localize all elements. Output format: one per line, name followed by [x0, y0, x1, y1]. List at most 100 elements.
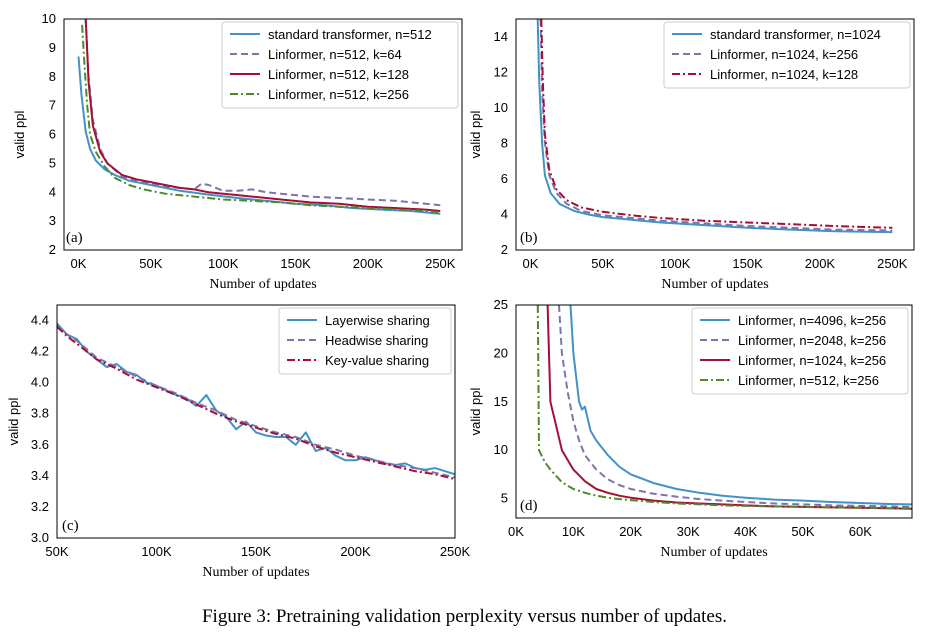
chart-panel-c: 50K 100K 150K 200K 250K 3.0 3.2 3.4 3.6 3.8 4.0 4.2… — [6, 304, 471, 580]
legend-entry: Linformer, n=512, k=128 — [268, 67, 409, 82]
y-tick-label: 6 — [501, 171, 508, 186]
plot-frame — [56, 304, 456, 539]
y-tick-label: 3.4 — [31, 468, 49, 483]
series-line-3 — [84, 19, 441, 212]
legend-entry: Linformer, n=2048, k=256 — [738, 333, 886, 348]
plot-frame — [63, 18, 463, 251]
chart-panel-a: 0K 50K 100K 150K 200K 250K 2 3 4 5 6 7 8 9 10 Number of… — [12, 11, 463, 292]
y-tick-label: 4 — [49, 184, 56, 199]
x-tick-label: 250K — [425, 256, 456, 271]
x-tick-label: 50K — [791, 524, 814, 539]
legend-box — [278, 307, 452, 375]
y-tick-label: 4.0 — [31, 375, 49, 390]
y-tick-label: 8 — [49, 69, 56, 84]
legend-entry: standard transformer, n=1024 — [710, 27, 881, 42]
x-tick-label: 50K — [591, 256, 614, 271]
x-tick-label: 150K — [241, 544, 272, 559]
y-tick-label: 3.8 — [31, 406, 49, 421]
y-tick-label: 3 — [49, 213, 56, 228]
legend-entry: Headwise sharing — [325, 333, 428, 348]
legend-entry: Linformer, n=512, k=256 — [268, 87, 409, 102]
y-axis-label: valid ppl — [468, 388, 483, 436]
x-tick-label: 250K — [877, 256, 908, 271]
x-tick-label: 60K — [849, 524, 872, 539]
plot-frame — [515, 18, 915, 251]
legend-entry: Linformer, n=4096, k=256 — [738, 313, 886, 328]
y-tick-label: 3.6 — [31, 437, 49, 452]
x-axis-label: Number of updates — [209, 277, 316, 292]
y-tick-label: 2 — [501, 242, 508, 257]
y-tick-label: 3.2 — [31, 499, 49, 514]
x-tick-label: 30K — [677, 524, 700, 539]
x-tick-label: 250K — [440, 544, 471, 559]
chart-panel-b: 0K 50K 100K 150K 200K 250K 2 4 6 8 10 12 14 Number of… — [468, 18, 915, 292]
series-line-4 — [536, 305, 912, 510]
y-axis-label: valid ppl — [12, 111, 27, 159]
panel-tag: (d) — [520, 498, 538, 514]
legend-box — [691, 307, 909, 395]
y-axis-label: valid ppl — [468, 111, 483, 159]
legend-entry: Layerwise sharing — [325, 313, 430, 328]
x-axis-label: Number of updates — [202, 565, 309, 580]
legend: Layerwise sharing Headwise sharing Key-val… — [278, 307, 452, 375]
y-tick-label: 20 — [494, 345, 508, 360]
x-tick-label: 0K — [523, 256, 539, 271]
legend-entry: standard transformer, n=512 — [268, 27, 432, 42]
y-tick-label: 5 — [501, 491, 508, 506]
x-tick-label: 200K — [805, 256, 836, 271]
legend-entry: Linformer, n=512, k=256 — [738, 373, 879, 388]
y-tick-label: 9 — [49, 40, 56, 55]
y-tick-label: 3.0 — [31, 530, 49, 545]
x-tick-label: 20K — [619, 524, 642, 539]
legend: Linformer, n=4096, k=256 Linformer, n=204… — [691, 307, 909, 395]
x-axis-label: Number of updates — [661, 277, 768, 292]
legend: standard transformer, n=1024 Linformer, n… — [663, 21, 911, 89]
y-axis-label: valid ppl — [6, 398, 21, 446]
x-tick-label: 150K — [732, 256, 763, 271]
x-tick-label: 100K — [660, 256, 691, 271]
panel-tag: (c) — [62, 518, 79, 534]
x-tick-label: 100K — [208, 256, 239, 271]
plot-frame — [515, 304, 913, 519]
legend-entry: Linformer, n=1024, k=256 — [738, 353, 886, 368]
legend: standard transformer, n=512 Linformer, n=… — [221, 21, 459, 109]
series-line-2 — [558, 305, 912, 508]
y-tick-label: 10 — [42, 11, 56, 26]
series-line-4 — [81, 24, 441, 214]
x-tick-label: 40K — [734, 524, 757, 539]
x-tick-label: 50K — [45, 544, 68, 559]
legend-box — [663, 21, 911, 89]
legend-entry: Linformer, n=1024, k=128 — [710, 67, 858, 82]
y-tick-label: 10 — [494, 100, 508, 115]
x-tick-label: 150K — [280, 256, 311, 271]
series-line-2 — [57, 324, 455, 479]
x-tick-label: 0K — [71, 256, 87, 271]
series-line-3 — [540, 19, 893, 229]
panel-tag: (a) — [66, 230, 83, 246]
series-line-1 — [569, 305, 912, 506]
x-tick-label: 100K — [141, 544, 172, 559]
legend-box — [221, 21, 459, 109]
y-tick-label: 6 — [49, 127, 56, 142]
y-tick-label: 5 — [49, 155, 56, 170]
x-axis-label: Number of updates — [660, 545, 767, 560]
y-tick-label: 8 — [501, 135, 508, 150]
y-tick-label: 4 — [501, 206, 508, 221]
y-tick-label: 14 — [494, 29, 508, 44]
x-tick-label: 200K — [340, 544, 371, 559]
panel-tag: (b) — [520, 230, 538, 246]
x-tick-label: 200K — [353, 256, 384, 271]
y-tick-label: 4.4 — [31, 313, 49, 328]
chart-panel-d: 0K 10K 20K 30K 40K 50K 60K 5 10 15 20 25 Number of u… — [468, 297, 913, 560]
y-tick-label: 2 — [49, 242, 56, 257]
y-tick-label: 4.2 — [31, 344, 49, 359]
y-tick-label: 12 — [494, 64, 508, 79]
y-tick-label: 7 — [49, 98, 56, 113]
legend-entry: Linformer, n=512, k=64 — [268, 47, 402, 62]
y-tick-label: 25 — [494, 297, 508, 312]
legend-entry: Linformer, n=1024, k=256 — [710, 47, 858, 62]
y-tick-label: 15 — [494, 394, 508, 409]
legend-entry: Key-value sharing — [325, 353, 429, 368]
series-line-3 — [57, 325, 455, 480]
